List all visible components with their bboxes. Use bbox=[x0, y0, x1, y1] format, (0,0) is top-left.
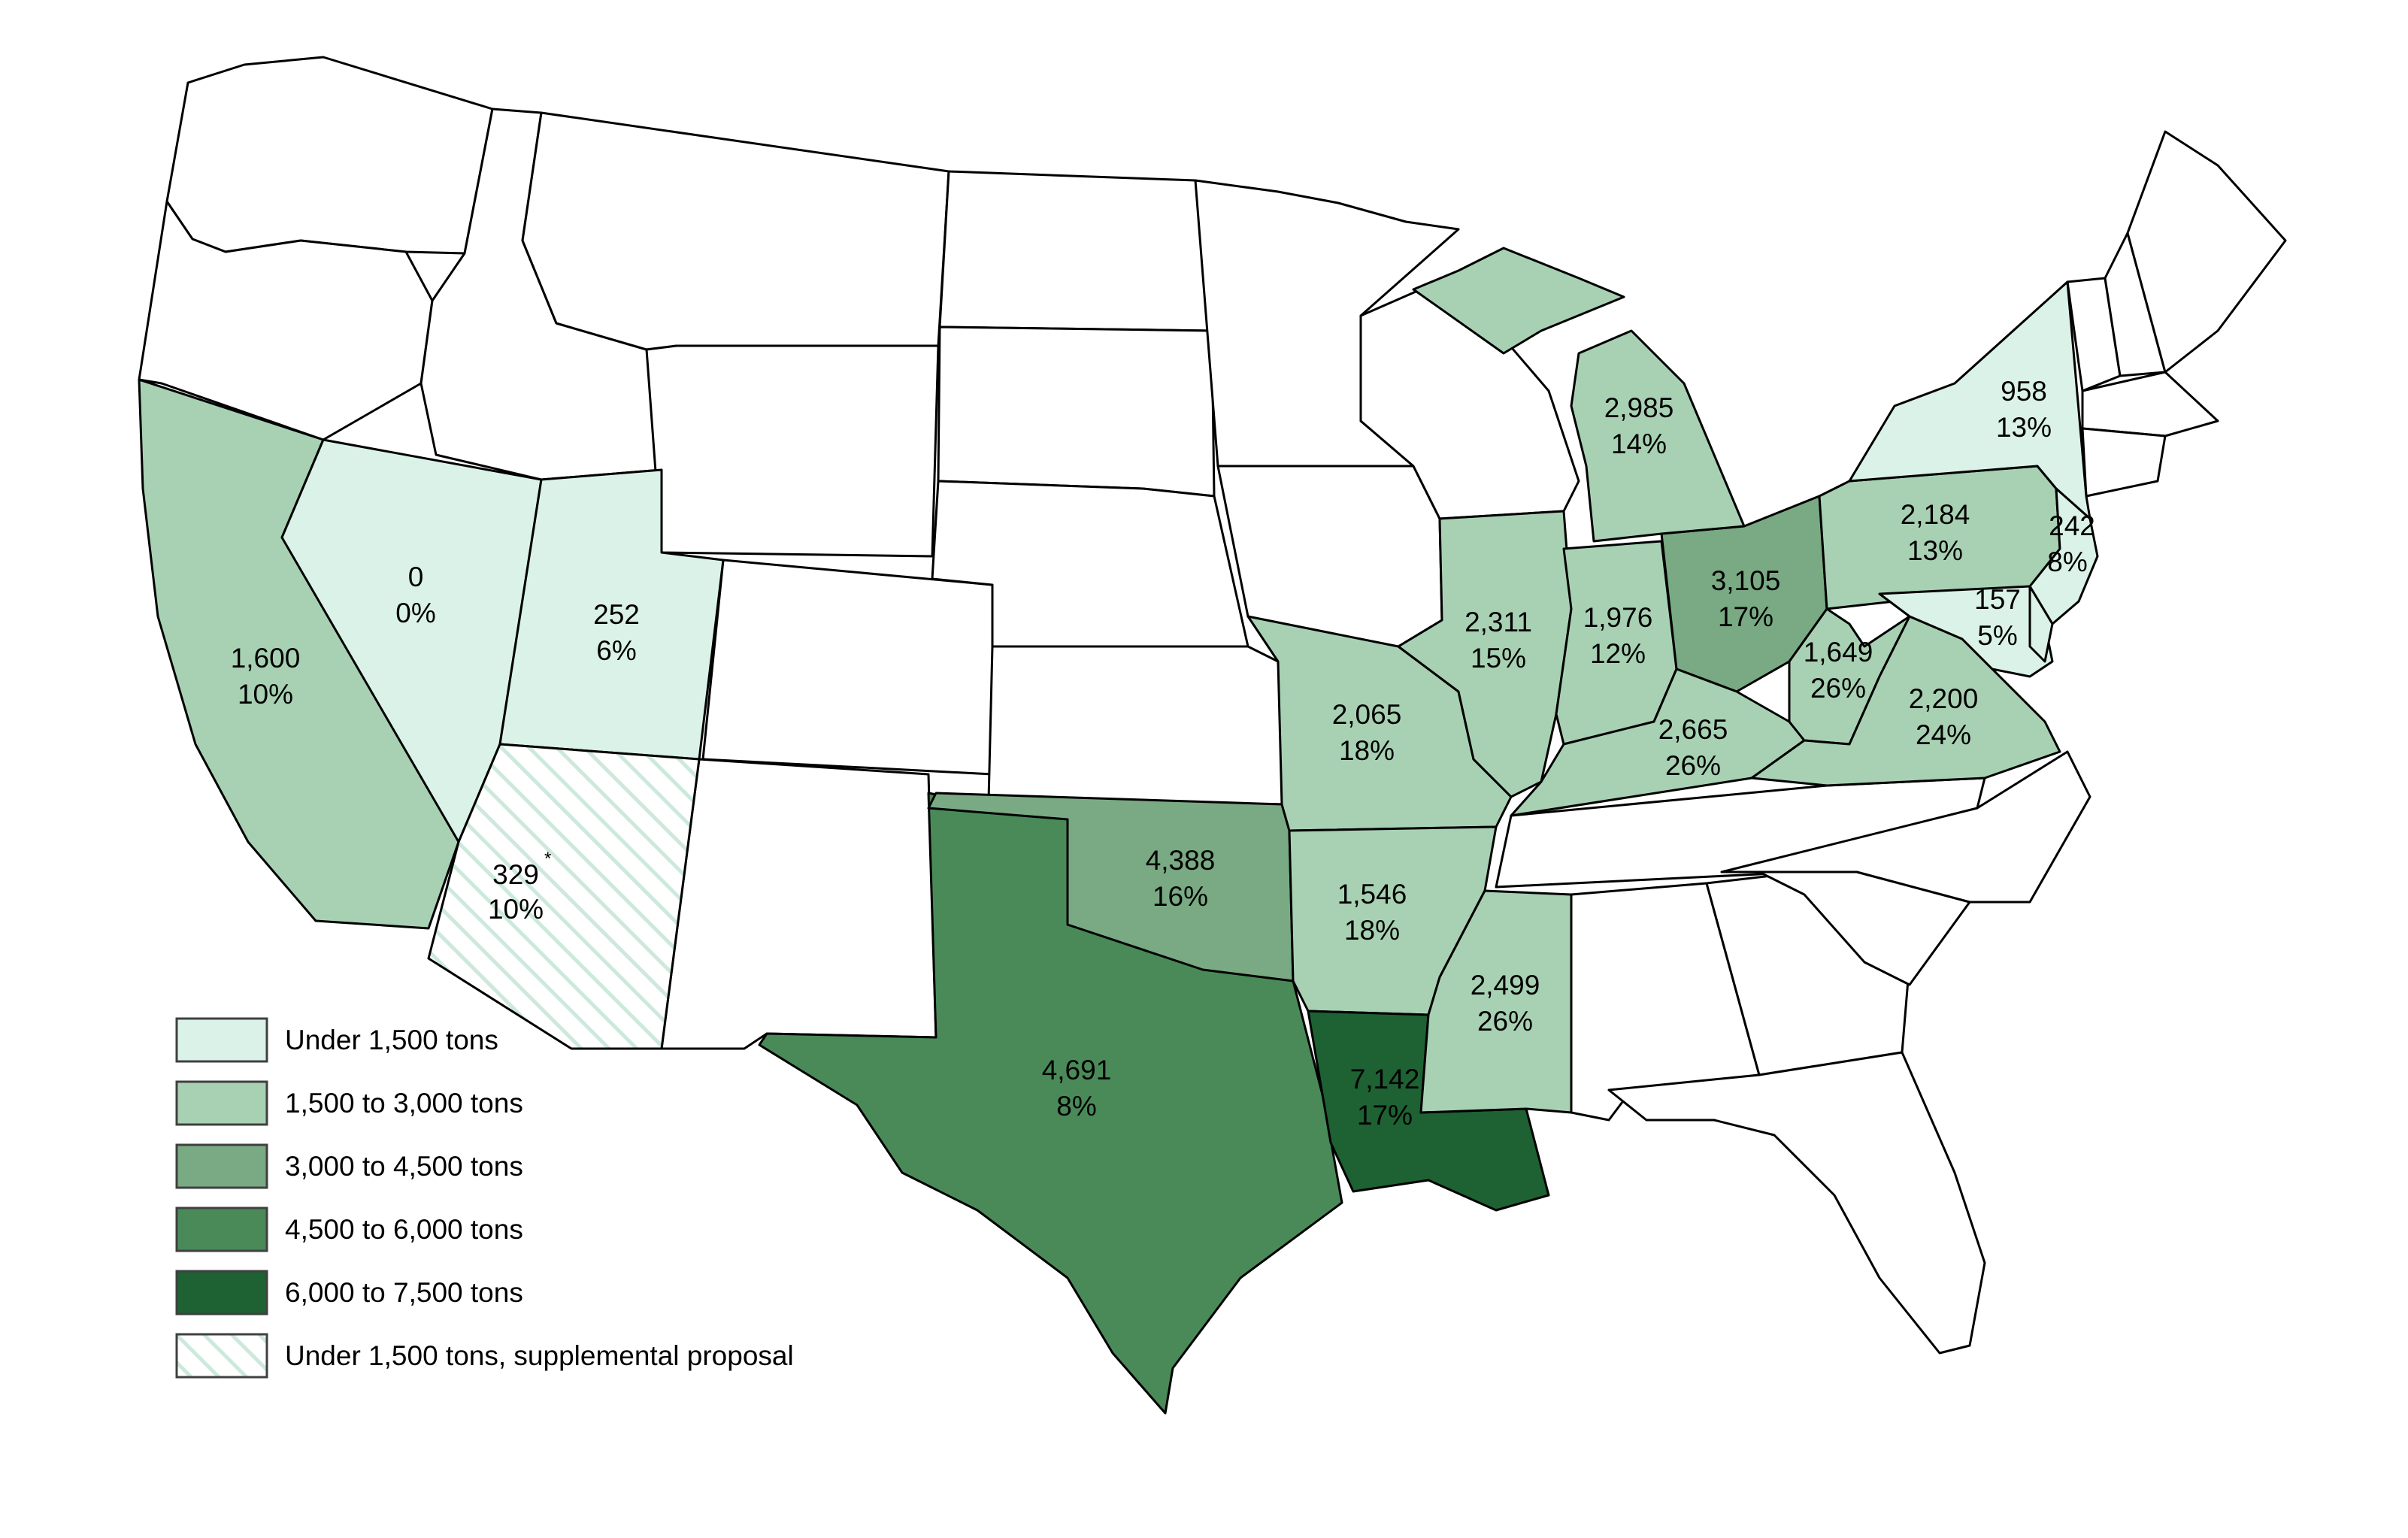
label-il-value: 2,311 bbox=[1464, 607, 1532, 637]
label-nj-value: 242 bbox=[2049, 510, 2095, 541]
label-mo-pct: 18% bbox=[1339, 735, 1395, 766]
label-il-pct: 15% bbox=[1471, 643, 1526, 674]
state-ms bbox=[1419, 889, 1573, 1114]
legend-swatch-4 bbox=[175, 1206, 268, 1252]
label-wv-pct: 26% bbox=[1810, 673, 1866, 704]
state-ks bbox=[987, 645, 1291, 806]
label-ny-value: 958 bbox=[2001, 376, 2047, 407]
label-ca-value: 1,600 bbox=[231, 643, 301, 674]
state-nm bbox=[660, 758, 937, 1050]
state-ky bbox=[1510, 668, 1806, 817]
state-ma bbox=[2081, 371, 2219, 437]
label-ok-pct: 16% bbox=[1153, 881, 1208, 912]
legend-swatch-1 bbox=[175, 1017, 268, 1063]
label-in-pct: 12% bbox=[1590, 638, 1646, 669]
state-mt bbox=[521, 111, 950, 351]
state-nc bbox=[1720, 750, 2091, 904]
state-labels: 1,600 10% 0 0% 252 6% 329 * 10% 4,388 16… bbox=[231, 376, 2095, 1131]
label-md-pct: 5% bbox=[1977, 620, 2017, 651]
label-va-value: 2,200 bbox=[1909, 683, 1979, 714]
label-ok-value: 4,388 bbox=[1146, 845, 1216, 876]
legend-label-3: 3,000 to 4,500 tons bbox=[285, 1151, 523, 1182]
label-nv-value: 0 bbox=[408, 562, 424, 592]
legend-label-2: 1,500 to 3,000 tons bbox=[285, 1088, 523, 1119]
legend: Under 1,500 tons 1,500 to 3,000 tons 3,0… bbox=[175, 1017, 794, 1379]
label-va-pct: 24% bbox=[1916, 719, 1971, 750]
label-ky-value: 2,665 bbox=[1658, 714, 1728, 745]
label-oh-pct: 17% bbox=[1718, 601, 1773, 632]
legend-label-4: 4,500 to 6,000 tons bbox=[285, 1214, 523, 1245]
legend-swatch-3 bbox=[175, 1143, 268, 1189]
label-ut-value: 252 bbox=[593, 599, 640, 630]
state-ct bbox=[2081, 427, 2167, 498]
legend-label-1: Under 1,500 tons bbox=[285, 1025, 498, 1055]
legend-swatch-5 bbox=[175, 1270, 268, 1315]
label-ca-pct: 10% bbox=[238, 679, 293, 710]
label-ms-pct: 26% bbox=[1477, 1006, 1533, 1037]
state-az bbox=[427, 743, 701, 1050]
state-nd bbox=[938, 170, 1213, 332]
legend-swatch-2 bbox=[175, 1080, 268, 1126]
state-ny bbox=[1848, 280, 2091, 520]
label-nj-pct: 8% bbox=[2047, 546, 2087, 577]
label-az-pct: 10% bbox=[488, 894, 544, 925]
label-az-value: 329 bbox=[492, 859, 539, 890]
label-md-value: 157 bbox=[1974, 584, 2021, 615]
label-ny-pct: 13% bbox=[1996, 412, 2052, 443]
label-la-pct: 17% bbox=[1357, 1100, 1413, 1131]
legend-swatch-6 bbox=[175, 1333, 268, 1379]
label-ky-pct: 26% bbox=[1665, 750, 1721, 781]
label-in-value: 1,976 bbox=[1583, 602, 1653, 633]
label-ar-pct: 18% bbox=[1344, 915, 1400, 946]
label-tx-value: 4,691 bbox=[1042, 1055, 1112, 1085]
label-ut-pct: 6% bbox=[596, 635, 636, 666]
state-mi bbox=[1412, 247, 1746, 543]
state-wa bbox=[165, 56, 494, 255]
state-sd bbox=[937, 325, 1216, 498]
label-az-note: * bbox=[544, 849, 551, 869]
legend-label-6: Under 1,500 tons, supplemental proposal bbox=[285, 1340, 794, 1371]
label-nv-pct: 0% bbox=[395, 598, 435, 628]
state-de bbox=[2028, 585, 2054, 663]
label-oh-value: 3,105 bbox=[1711, 565, 1781, 596]
label-wv-value: 1,649 bbox=[1804, 637, 1873, 668]
label-mi-value: 2,985 bbox=[1604, 392, 1674, 423]
state-co bbox=[701, 559, 994, 776]
label-mi-pct: 14% bbox=[1611, 428, 1667, 459]
label-mo-value: 2,065 bbox=[1332, 699, 1402, 730]
state-nj bbox=[2028, 487, 2099, 625]
state-fl bbox=[1607, 1051, 1986, 1355]
label-ar-value: 1,546 bbox=[1337, 879, 1407, 910]
legend-label-5: 6,000 to 7,500 tons bbox=[285, 1277, 523, 1308]
label-tx-pct: 8% bbox=[1056, 1091, 1096, 1122]
label-pa-value: 2,184 bbox=[1901, 499, 1970, 530]
label-ms-value: 2,499 bbox=[1471, 970, 1540, 1001]
state-wy bbox=[645, 344, 940, 558]
label-pa-pct: 13% bbox=[1907, 535, 1963, 566]
label-la-value: 7,142 bbox=[1350, 1064, 1420, 1094]
